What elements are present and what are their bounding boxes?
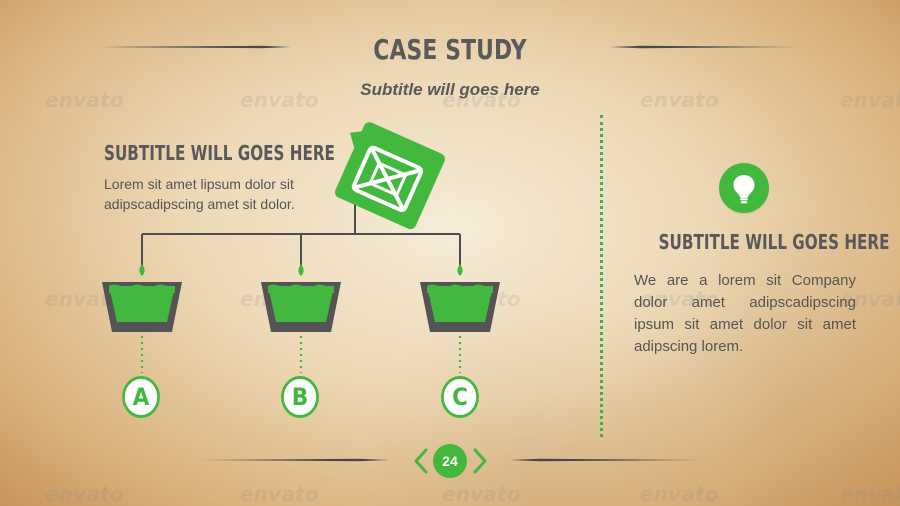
pour-drop-2-icon [347, 176, 353, 188]
light-bulb-icon [719, 163, 769, 213]
drop-c-icon [457, 264, 463, 276]
drop-b-icon [298, 264, 304, 276]
left-section-body: Lorem sit amet lipsum dolor sit adipscad… [104, 176, 295, 212]
bucket-c-icon [420, 282, 500, 332]
watermark-15: envato [840, 482, 900, 506]
choice-a: A [122, 376, 160, 418]
choice-c: C [441, 376, 479, 418]
watermark-14: envato [640, 482, 719, 506]
vertical-divider [600, 115, 603, 437]
pour-drop-3-icon [351, 191, 357, 203]
distribution-diagram [102, 122, 500, 373]
bucket-b-icon [261, 282, 341, 332]
top-right-decorative-line [610, 45, 800, 49]
pour-drop-1-icon [350, 160, 356, 172]
page-number-badge: 24 [433, 444, 467, 478]
left-section-heading: SUBTITLE WILL GOES HERE [104, 141, 335, 165]
chevron-right-icon[interactable] [470, 447, 490, 475]
bottom-left-decorative-line [199, 458, 389, 462]
watermark-11: envato [45, 482, 124, 506]
right-section-body: We are a lorem sit Company dolor amet ad… [634, 272, 856, 355]
page-title: CASE STUDY [373, 33, 527, 66]
watermark-12: envato [240, 482, 319, 506]
drop-a-icon [139, 264, 145, 276]
top-left-decorative-line [101, 45, 291, 49]
bucket-a-icon [102, 282, 182, 332]
page-subtitle: Subtitle will goes here [360, 80, 540, 99]
right-section-heading: SUBTITLE WILL GOES HERE [658, 230, 890, 254]
chevron-left-icon[interactable] [411, 447, 431, 475]
bottom-right-decorative-line [510, 458, 700, 462]
watermark-13: envato [442, 482, 521, 506]
fuel-can-icon [335, 122, 445, 230]
choice-b: B [281, 376, 319, 418]
